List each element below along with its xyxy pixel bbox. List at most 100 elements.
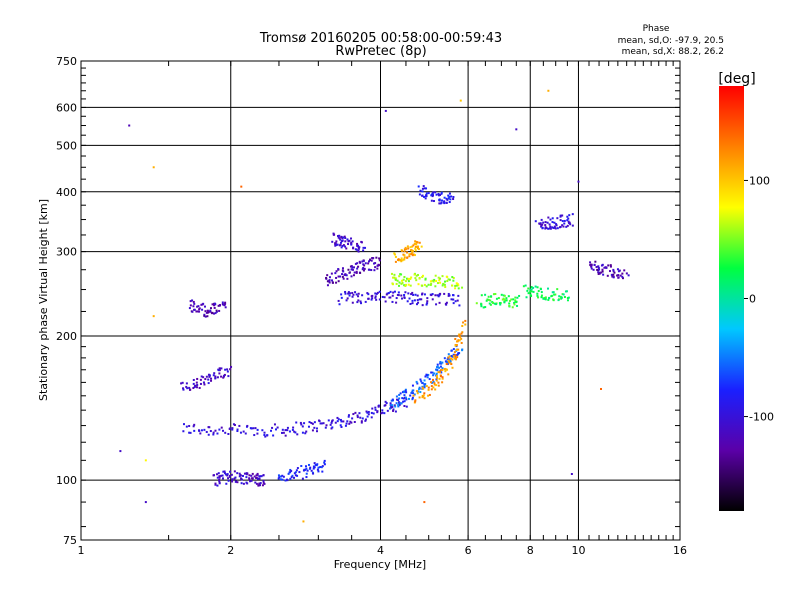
data-point xyxy=(617,276,620,279)
data-point xyxy=(556,217,559,220)
data-point xyxy=(433,278,436,281)
data-point xyxy=(557,299,560,302)
data-point xyxy=(413,273,416,276)
data-point xyxy=(568,221,571,224)
data-point xyxy=(420,380,423,383)
data-point xyxy=(202,381,205,384)
data-point xyxy=(559,219,562,222)
data-point xyxy=(202,376,205,379)
data-point xyxy=(340,293,343,296)
data-point xyxy=(242,482,245,485)
data-point xyxy=(433,382,436,385)
data-point xyxy=(420,245,423,248)
data-point xyxy=(229,368,232,371)
data-point xyxy=(229,470,232,473)
data-point xyxy=(392,408,395,411)
data-point xyxy=(516,296,519,299)
data-point xyxy=(328,280,331,283)
data-point xyxy=(415,390,418,393)
data-point xyxy=(218,479,221,482)
data-point xyxy=(302,520,305,523)
data-point xyxy=(567,296,570,299)
data-point xyxy=(359,271,362,274)
data-point xyxy=(420,298,423,301)
data-point xyxy=(516,304,519,307)
phase-stats-o: mean, sd,O: -97.9, 20.5 xyxy=(618,36,724,46)
data-point xyxy=(362,266,365,269)
data-point xyxy=(391,294,394,297)
data-point xyxy=(239,474,242,477)
data-point xyxy=(455,282,458,285)
data-point xyxy=(367,293,370,296)
data-point xyxy=(224,473,227,476)
data-point xyxy=(356,267,359,270)
data-point xyxy=(330,421,333,424)
data-point xyxy=(459,335,462,338)
data-point xyxy=(589,261,592,264)
data-point xyxy=(552,299,555,302)
data-point xyxy=(203,313,206,316)
data-point xyxy=(374,262,377,265)
data-point xyxy=(218,309,221,312)
data-point xyxy=(337,268,340,271)
data-point xyxy=(210,379,213,382)
data-point xyxy=(371,257,374,260)
data-point xyxy=(446,198,449,201)
data-point xyxy=(222,303,225,306)
data-point xyxy=(594,260,597,263)
data-point xyxy=(340,425,343,428)
data-point xyxy=(563,296,566,299)
data-point xyxy=(188,386,191,389)
data-point xyxy=(271,426,274,429)
data-point xyxy=(189,388,192,391)
data-point xyxy=(196,310,199,313)
data-point xyxy=(261,429,264,432)
data-point xyxy=(214,483,217,486)
data-point xyxy=(454,344,457,347)
data-point xyxy=(414,277,417,280)
data-point xyxy=(417,301,420,304)
data-point xyxy=(331,240,334,243)
data-point xyxy=(612,270,615,273)
data-point xyxy=(418,193,421,196)
data-point xyxy=(207,311,210,314)
data-point xyxy=(415,274,418,277)
data-point xyxy=(413,254,416,257)
data-point xyxy=(331,426,334,429)
data-point xyxy=(515,301,518,304)
data-point xyxy=(341,239,344,242)
data-point xyxy=(246,472,249,475)
data-point xyxy=(339,243,342,246)
data-point xyxy=(497,297,500,300)
data-point xyxy=(456,283,459,286)
data-point xyxy=(389,402,392,405)
data-point xyxy=(534,220,537,223)
data-point xyxy=(233,424,236,427)
data-point xyxy=(411,245,414,248)
data-point xyxy=(449,360,452,363)
data-point xyxy=(427,388,430,391)
data-point xyxy=(397,294,400,297)
data-point xyxy=(425,194,428,197)
data-point xyxy=(556,227,559,230)
data-point xyxy=(376,410,379,413)
data-point xyxy=(390,272,393,275)
data-point xyxy=(218,475,221,478)
data-point xyxy=(458,304,461,307)
data-point xyxy=(277,474,280,477)
data-point xyxy=(421,292,424,295)
data-point xyxy=(612,273,615,276)
data-point xyxy=(433,383,436,386)
data-point xyxy=(548,227,551,230)
data-point xyxy=(602,273,605,276)
data-point xyxy=(401,281,404,284)
data-point xyxy=(330,272,333,275)
data-point xyxy=(231,427,234,430)
data-point xyxy=(403,391,406,394)
data-point xyxy=(393,290,396,293)
data-point xyxy=(305,476,308,479)
data-point xyxy=(372,412,375,415)
data-point xyxy=(436,376,439,379)
data-point xyxy=(325,424,328,427)
data-point xyxy=(401,249,404,252)
